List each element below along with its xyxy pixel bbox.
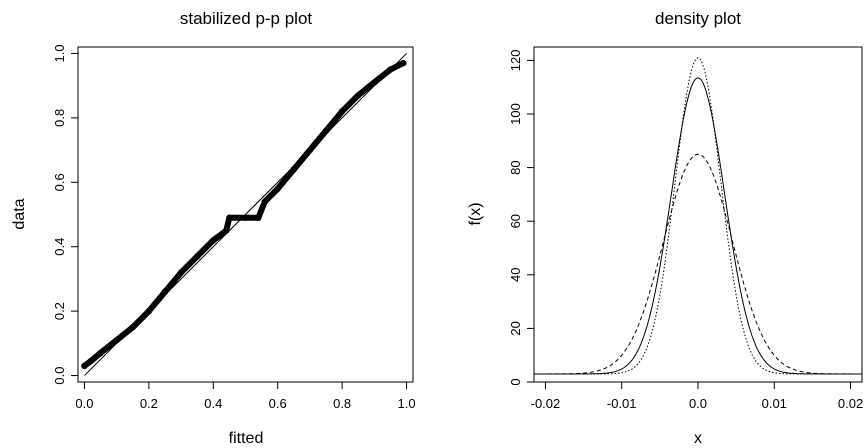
density-x-axis: -0.02 -0.01 0.0 0.01 0.02 [531,382,863,411]
density-plot-area [534,57,862,375]
density-y-label: f(x) [467,202,484,225]
pp-data-point [193,253,201,260]
pp-y-tick-label: 0.2 [52,302,67,320]
pp-y-tick-label: 1.0 [52,44,67,62]
pp-data-point [222,227,230,234]
density-x-label: x [694,430,702,447]
pp-data-point [400,59,407,67]
pp-plot-title: stabilized p-p plot [180,9,313,28]
pp-data-point [81,362,88,370]
pp-data-point [322,127,330,134]
density-y-tick-label: 0 [508,378,523,385]
pp-x-axis: 0.0 0.2 0.4 0.6 0.8 1.0 [75,382,416,411]
pp-y-tick-label: 0.6 [52,173,67,191]
pp-x-tick-label: 0.4 [204,396,222,411]
pp-y-label: data [11,198,28,229]
pp-data-point [177,269,185,276]
pp-plot-panel: stabilized p-p plot 0.0 0.2 0.4 0.6 0.8 1.0 0… [11,9,416,447]
pp-plot-frame [77,46,414,383]
pp-data-point [338,108,346,115]
density-plot-frame [533,46,863,383]
density-y-tick-label: 20 [508,321,523,335]
density-y-tick-label: 80 [508,160,523,174]
pp-plot-area [81,53,407,376]
pp-data-point [129,324,136,331]
pp-data-point [355,92,362,99]
pp-y-tick-label: 0.0 [52,367,67,385]
pp-data-band [81,60,407,369]
pp-data-point [161,288,169,296]
pp-data-point [97,349,104,357]
density-y-tick-label: 120 [508,50,523,72]
pp-data-point [274,185,281,192]
pp-data-point [226,214,233,221]
pp-data-point [387,66,394,73]
pp-data-point [210,237,217,244]
density-plot-panel: density plot -0.02 -0.01 0.0 0.01 0.02 0 20 40… [467,9,863,447]
density-plot-title: density plot [655,9,741,28]
density-y-tick-label: 40 [508,268,523,282]
density-y-tick-label: 60 [508,214,523,228]
pp-data-point [255,214,262,221]
density-x-tick-label: 0.0 [689,396,707,411]
density-curve-dashed [534,153,862,375]
pp-data-point [306,146,314,154]
pp-data-point [145,307,153,315]
pp-x-tick-label: 1.0 [398,396,416,411]
pp-y-tick-label: 0.8 [52,109,67,127]
pp-data-point [242,214,249,221]
pp-y-tick-label: 0.4 [52,238,67,256]
density-y-tick-label: 100 [508,103,523,125]
pp-x-tick-label: 0.6 [269,396,287,411]
density-x-tick-label: -0.02 [531,396,561,411]
density-x-tick-label: 0.01 [762,396,787,411]
pp-data-point [261,198,269,205]
density-curve-dotted [534,57,862,375]
pp-data-point [371,79,378,86]
density-x-tick-label: 0.02 [838,396,863,411]
pp-x-label: fitted [229,430,264,447]
pp-x-tick-label: 0.2 [140,396,158,411]
pp-data-point [87,357,95,365]
pp-x-tick-label: 0.0 [75,396,93,411]
density-x-tick-label: -0.01 [607,396,637,411]
pp-y-axis: 0.0 0.2 0.4 0.6 0.8 1.0 [52,44,78,385]
density-curve-solid [534,77,862,375]
pp-data-point [290,166,298,173]
density-y-axis: 0 20 40 60 80 100 120 [508,50,534,386]
pp-data-point [113,336,120,344]
pp-x-tick-label: 0.8 [333,396,351,411]
